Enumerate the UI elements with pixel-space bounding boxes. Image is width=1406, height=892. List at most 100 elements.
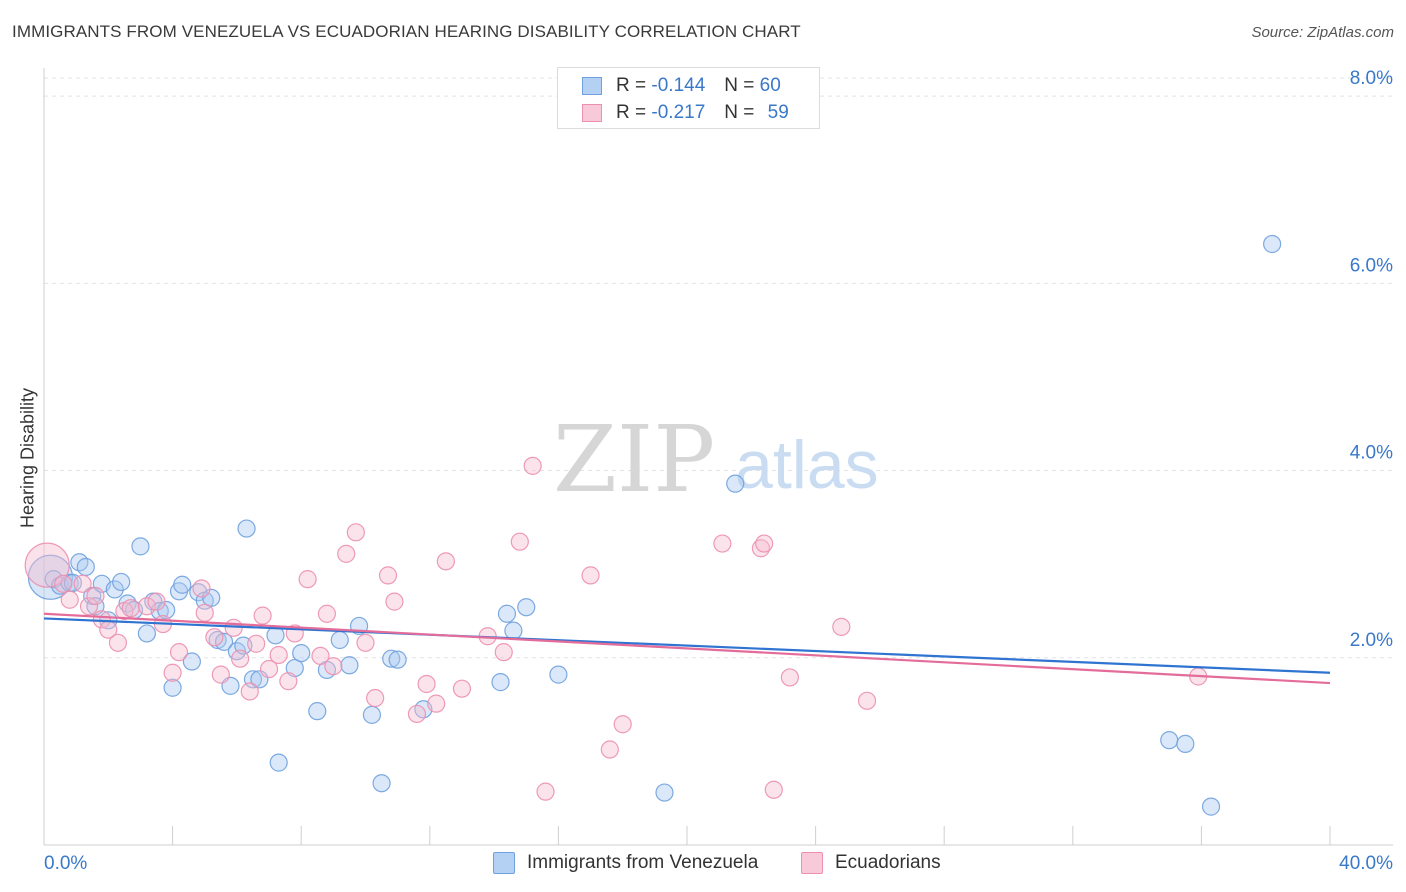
data-point-venezuela bbox=[330, 630, 349, 650]
legend-n-label: N = bbox=[724, 102, 755, 123]
data-point-ecuadorians bbox=[452, 679, 472, 698]
data-point-ecuadorians bbox=[324, 657, 343, 676]
legend-row-venezuela: R = -0.144 N = 60 bbox=[582, 74, 781, 98]
data-point-ecuadorians bbox=[195, 603, 214, 622]
data-point-ecuadorians bbox=[60, 590, 79, 609]
gridlines bbox=[44, 77, 1393, 659]
legend-swatch-pink bbox=[801, 852, 823, 874]
legend-item-ecuadorians: Ecuadorians bbox=[801, 850, 941, 876]
data-point-ecuadorians bbox=[366, 688, 385, 708]
data-point-venezuela bbox=[76, 557, 95, 577]
trend-line-venezuela bbox=[43, 617, 1331, 674]
data-point-venezuela bbox=[131, 537, 150, 556]
data-point-ecuadorians bbox=[73, 574, 92, 593]
data-point-ecuadorians bbox=[298, 570, 317, 589]
y-tick-label: 6.0% bbox=[1350, 255, 1393, 276]
correlation-legend: R = -0.144 N = 60 R = -0.217 N = 59 bbox=[557, 67, 820, 129]
watermark-zip: ZIP bbox=[553, 406, 715, 513]
data-point-venezuela bbox=[292, 643, 311, 663]
data-point-ecuadorians bbox=[137, 597, 156, 616]
y-tick-label: 2.0% bbox=[1350, 630, 1393, 651]
data-point-venezuela bbox=[269, 753, 288, 772]
data-point-ecuadorians bbox=[600, 740, 619, 759]
data-point-ecuadorians bbox=[205, 628, 224, 647]
trend-lines bbox=[43, 612, 1331, 685]
data-point-ecuadorians bbox=[92, 610, 111, 629]
data-point-venezuela bbox=[655, 783, 674, 802]
data-point-ecuadorians bbox=[385, 592, 404, 611]
data-point-venezuela bbox=[237, 519, 256, 538]
data-point-ecuadorians bbox=[417, 674, 436, 694]
data-point-ecuadorians bbox=[317, 604, 337, 623]
legend-n-value: 59 bbox=[767, 102, 789, 123]
data-point-venezuela bbox=[1263, 234, 1282, 254]
data-point-ecuadorians bbox=[427, 694, 446, 713]
data-point-venezuela bbox=[308, 702, 327, 721]
legend-r-value: -0.144 bbox=[651, 75, 706, 96]
data-point-ecuadorians bbox=[192, 579, 211, 598]
y-axis-label: Hearing Disability bbox=[17, 387, 38, 529]
legend-row-ecuadorians: R = -0.217 N = 59 bbox=[582, 101, 789, 125]
data-point-ecuadorians bbox=[436, 552, 455, 571]
y-tick-label: 4.0% bbox=[1350, 443, 1393, 464]
data-point-ecuadorians bbox=[523, 456, 542, 475]
y-tick-labels: 2.0% 4.0% 6.0% 8.0% bbox=[1350, 68, 1393, 651]
data-point-ecuadorians bbox=[832, 617, 851, 636]
trend-line-ecuadorians bbox=[43, 612, 1331, 685]
data-point-ecuadorians bbox=[269, 645, 288, 665]
legend-r-label: R = bbox=[616, 75, 647, 96]
data-point-venezuela bbox=[497, 604, 517, 623]
data-point-ecuadorians bbox=[54, 574, 73, 593]
data-point-ecuadorians bbox=[613, 715, 632, 734]
data-point-ecuadorians bbox=[494, 643, 513, 662]
data-point-ecuadorians bbox=[755, 534, 774, 553]
legend-swatch-blue bbox=[582, 77, 602, 95]
data-point-ecuadorians bbox=[259, 659, 279, 679]
watermark: ZIP atlas bbox=[553, 406, 879, 513]
data-point-ecuadorians bbox=[121, 599, 140, 618]
data-point-ecuadorians bbox=[764, 780, 783, 799]
legend-swatch-pink bbox=[582, 104, 602, 122]
data-point-venezuela bbox=[112, 572, 131, 592]
data-point-venezuela bbox=[504, 621, 523, 640]
axes bbox=[43, 68, 1393, 846]
data-point-venezuela bbox=[549, 665, 568, 684]
chart-title: IMMIGRANTS FROM VENEZUELA VS ECUADORIAN … bbox=[12, 22, 801, 41]
data-point-ecuadorians bbox=[857, 691, 877, 710]
data-point-venezuela bbox=[214, 632, 234, 651]
data-point-venezuela bbox=[86, 597, 105, 616]
data-point-ecuadorians bbox=[407, 704, 427, 724]
data-point-ecuadorians bbox=[247, 634, 266, 653]
data-point-ecuadorians bbox=[231, 649, 250, 668]
data-point-venezuela bbox=[372, 774, 391, 793]
series-venezuela-points bbox=[27, 234, 1282, 816]
data-point-venezuela bbox=[137, 624, 156, 643]
data-point-venezuela bbox=[382, 649, 401, 668]
data-point-ecuadorians bbox=[279, 672, 298, 691]
data-point-venezuela bbox=[202, 588, 221, 607]
data-point-ecuadorians bbox=[581, 566, 600, 585]
series-ecuadorians-points bbox=[24, 456, 1208, 801]
data-point-venezuela bbox=[1176, 734, 1195, 753]
data-point-ecuadorians bbox=[378, 566, 398, 585]
watermark-atlas: atlas bbox=[735, 427, 879, 503]
data-point-ecuadorians bbox=[253, 606, 272, 625]
data-point-ecuadorians bbox=[224, 618, 243, 637]
data-point-venezuela bbox=[388, 650, 407, 669]
legend-n-label: N = bbox=[724, 75, 755, 96]
legend-r-value: -0.217 bbox=[651, 102, 706, 123]
y-tick-label: 8.0% bbox=[1350, 68, 1393, 89]
legend-label-ecuadorians: Ecuadorians bbox=[835, 852, 941, 873]
data-point-venezuela bbox=[173, 575, 192, 594]
data-point-ecuadorians bbox=[211, 665, 230, 684]
chart-source: Source: ZipAtlas.com bbox=[1251, 24, 1394, 41]
data-point-venezuela bbox=[340, 656, 359, 675]
data-point-ecuadorians bbox=[240, 682, 259, 701]
data-point-venezuela bbox=[208, 630, 227, 650]
data-point-ecuadorians bbox=[536, 782, 555, 801]
data-point-venezuela bbox=[1201, 797, 1221, 816]
data-point-ecuadorians bbox=[311, 646, 330, 665]
x-tick-label-min: 0.0% bbox=[44, 853, 87, 874]
data-point-venezuela bbox=[163, 678, 182, 697]
